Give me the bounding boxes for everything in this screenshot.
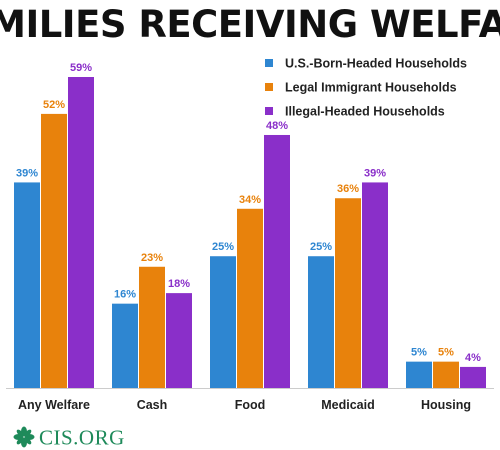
data-label: 34% bbox=[239, 194, 261, 206]
bar-medicaid-series-3 bbox=[362, 182, 388, 388]
legend-label: Legal Immigrant Households bbox=[285, 81, 457, 95]
chart-legend: U.S.-Born-Headed Households Legal Immigra… bbox=[265, 57, 467, 119]
data-label: 18% bbox=[168, 278, 190, 290]
category-labels-group: Any Welfare Cash Food Medicaid Housing bbox=[18, 398, 471, 412]
data-label: 5% bbox=[411, 347, 427, 359]
x-tick-label: Any Welfare bbox=[18, 398, 90, 412]
x-tick-label: Medicaid bbox=[321, 398, 375, 412]
cis-leaf-logo-icon bbox=[13, 426, 35, 448]
bar-housing-series-3 bbox=[460, 366, 486, 388]
bar-any-welfare-series-3 bbox=[68, 77, 94, 388]
data-label: 25% bbox=[212, 241, 234, 253]
bar-housing-series-2 bbox=[433, 361, 459, 388]
bars-group bbox=[14, 77, 486, 388]
data-label: 25% bbox=[310, 241, 332, 253]
legend-swatch bbox=[265, 59, 273, 67]
bar-food-series-1 bbox=[210, 256, 236, 388]
data-label: 5% bbox=[438, 347, 454, 359]
bar-food-series-2 bbox=[237, 208, 263, 388]
x-tick-label: Housing bbox=[421, 398, 471, 412]
x-tick-label: Cash bbox=[137, 398, 168, 412]
data-label: 4% bbox=[465, 352, 481, 364]
legend-label: Illegal-Headed Households bbox=[285, 105, 445, 119]
bar-housing-series-1 bbox=[406, 361, 432, 388]
legend-swatch bbox=[265, 83, 273, 91]
x-tick-label: Food bbox=[235, 398, 266, 412]
data-label: 59% bbox=[70, 62, 92, 74]
bar-cash-series-3 bbox=[166, 293, 192, 388]
legend-swatch bbox=[265, 107, 273, 115]
logo-text: CIS.ORG bbox=[39, 426, 125, 450]
data-label: 52% bbox=[43, 99, 65, 111]
bar-medicaid-series-1 bbox=[308, 256, 334, 388]
data-label: 23% bbox=[141, 252, 163, 264]
data-label: 48% bbox=[266, 120, 288, 132]
bar-cash-series-2 bbox=[139, 266, 165, 388]
bar-any-welfare-series-1 bbox=[14, 182, 40, 388]
data-label: 36% bbox=[337, 183, 359, 195]
data-label: 16% bbox=[114, 289, 136, 301]
cis-logo: CIS.ORG bbox=[13, 426, 125, 450]
bar-food-series-3 bbox=[264, 134, 290, 388]
chart-title: FAMILIES RECEIVING WELFARE bbox=[0, 3, 500, 46]
data-label: 39% bbox=[364, 167, 386, 179]
bar-cash-series-1 bbox=[112, 303, 138, 388]
legend-label: U.S.-Born-Headed Households bbox=[285, 57, 467, 71]
data-labels-group: 39% 52% 59% 16% 23% 18% 25% 34% 48% 25% 36% 39% 5% 5%… bbox=[16, 62, 481, 364]
data-label: 39% bbox=[16, 167, 38, 179]
bar-medicaid-series-2 bbox=[335, 198, 361, 388]
bar-any-welfare-series-2 bbox=[41, 113, 67, 388]
